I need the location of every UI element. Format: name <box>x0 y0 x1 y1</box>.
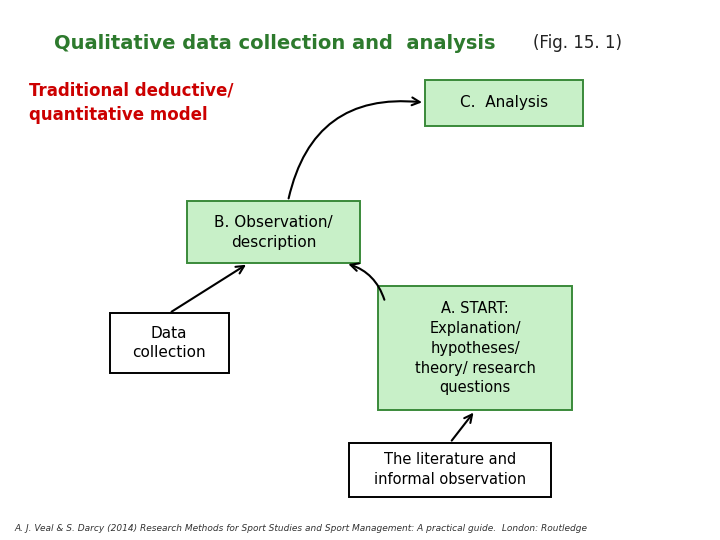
Text: The literature and
informal observation: The literature and informal observation <box>374 453 526 487</box>
Text: A. START:
Explanation/
hypotheses/
theory/ research
questions: A. START: Explanation/ hypotheses/ theor… <box>415 301 536 395</box>
FancyBboxPatch shape <box>425 79 583 125</box>
FancyBboxPatch shape <box>187 201 360 263</box>
FancyBboxPatch shape <box>378 286 572 410</box>
Text: A. J. Veal & S. Darcy (2014) Research Methods for Sport Studies and Sport Manage: A. J. Veal & S. Darcy (2014) Research Me… <box>14 524 588 532</box>
Text: Data
collection: Data collection <box>132 326 206 360</box>
Text: (Fig. 15. 1): (Fig. 15. 1) <box>533 34 622 52</box>
FancyBboxPatch shape <box>109 313 229 373</box>
FancyBboxPatch shape <box>349 443 551 497</box>
Text: C.  Analysis: C. Analysis <box>460 95 548 110</box>
Text: Traditional deductive/
quantitative model: Traditional deductive/ quantitative mode… <box>29 81 233 124</box>
Text: B. Observation/
description: B. Observation/ description <box>215 215 333 249</box>
Text: Qualitative data collection and  analysis: Qualitative data collection and analysis <box>54 33 495 53</box>
